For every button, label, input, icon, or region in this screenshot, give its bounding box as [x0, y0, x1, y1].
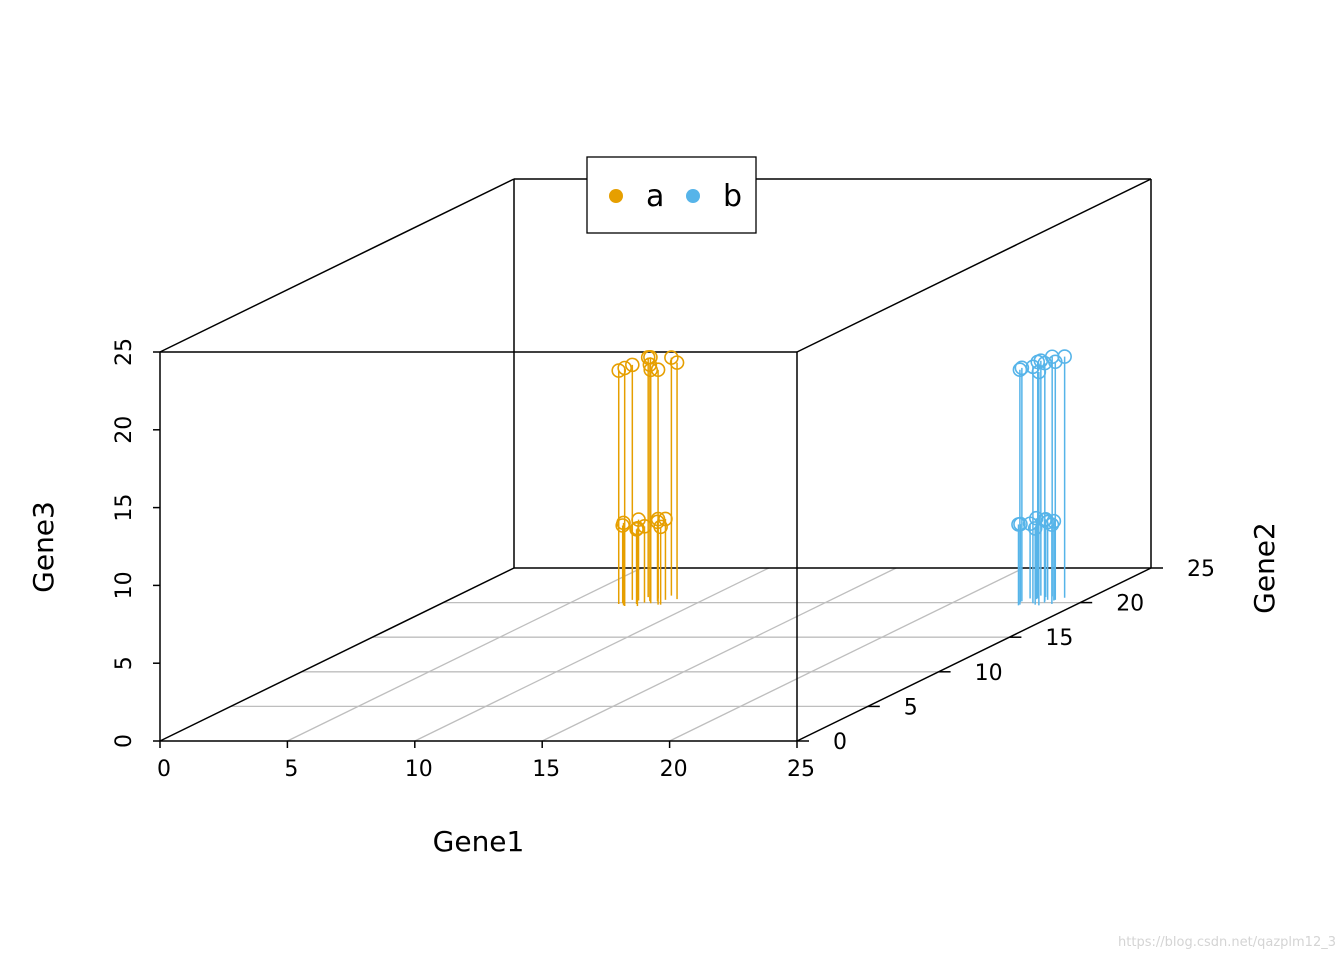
z-tick-label: 15: [112, 494, 137, 522]
data-points: [611, 349, 1072, 607]
plot-box: [159, 178, 1152, 742]
box-edge: [796, 567, 1152, 742]
axes: 0 5 10 15 20 25 Gene1 0 5 10 15 20 25 Gene3 0 5 10 15 20 25…: [27, 338, 1281, 858]
x-tick-label: 25: [787, 757, 815, 782]
data-point: [630, 520, 645, 536]
data-point: [1027, 521, 1043, 536]
data-point: [1022, 516, 1038, 532]
data-point: [1057, 349, 1072, 364]
x-tick-label: 20: [660, 757, 688, 782]
watermark: https://blog.csdn.net/qazplm12_3: [1118, 935, 1336, 950]
y-axis-label: Gene2: [1248, 522, 1281, 614]
data-point: [1037, 512, 1052, 528]
data-point: [617, 360, 632, 376]
z-tick-label: 5: [112, 656, 137, 670]
y-tick-label: 15: [1045, 626, 1073, 651]
legend-marker-b: [686, 189, 700, 203]
data-point: [616, 515, 631, 531]
legend-label-a: a: [646, 179, 664, 214]
box-edge: [796, 178, 1152, 353]
z-tick-label: 10: [112, 571, 137, 599]
y-tick-label: 25: [1187, 557, 1215, 582]
z-tick-label: 20: [112, 416, 137, 444]
data-point: [1033, 353, 1049, 369]
x-tick-label: 15: [532, 757, 560, 782]
z-axis-label: Gene3: [27, 501, 60, 593]
floor-grid-line-x: [541, 567, 897, 742]
data-point: [650, 511, 666, 527]
floor-grid-line-x: [669, 567, 1024, 742]
y-tick-label: 5: [904, 695, 918, 720]
z-tick-label: 0: [112, 734, 137, 748]
data-point: [625, 357, 640, 373]
floor-grid-line-x: [414, 567, 770, 742]
x-tick-label: 10: [405, 757, 433, 782]
floor-grid: [230, 567, 1081, 742]
data-point: [669, 355, 685, 370]
data-point: [653, 519, 668, 535]
x-axis-label: Gene1: [433, 825, 525, 858]
data-point: [650, 362, 666, 378]
data-point: [637, 519, 652, 534]
z-tick-label: 25: [112, 338, 137, 366]
series-a: [611, 349, 685, 607]
legend-label-b: b: [723, 179, 742, 214]
y-tick-label: 0: [833, 730, 847, 755]
x-tick-label: 5: [284, 757, 298, 782]
data-point: [643, 349, 658, 365]
data-point: [1046, 513, 1062, 529]
box-edge: [159, 178, 515, 353]
data-point: [658, 511, 673, 527]
data-point: [1014, 360, 1030, 376]
data-point: [1040, 514, 1055, 530]
y-tick-label: 10: [975, 661, 1003, 686]
y-tick-label: 20: [1116, 592, 1144, 617]
data-point: [1011, 517, 1026, 532]
data-point: [1037, 355, 1053, 371]
box-edge: [159, 567, 515, 742]
legend-marker-a: [609, 189, 623, 203]
x-tick-label: 0: [157, 757, 171, 782]
floor-grid-line-x: [287, 567, 642, 742]
series-b: [1011, 349, 1072, 606]
